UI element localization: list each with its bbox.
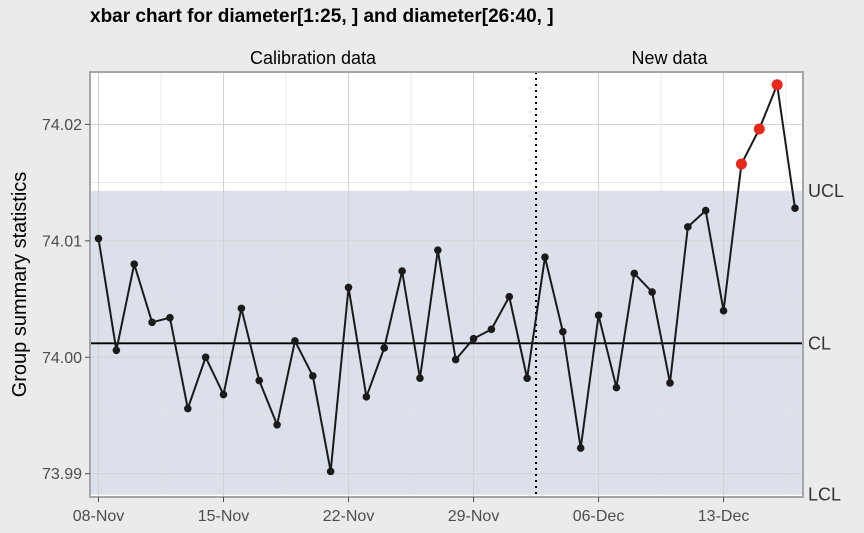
data-point bbox=[362, 393, 371, 401]
data-point bbox=[505, 292, 514, 301]
series-line bbox=[97, 80, 796, 472]
data-point bbox=[201, 353, 210, 362]
data-point bbox=[594, 311, 603, 320]
data-point bbox=[487, 325, 496, 334]
data-point bbox=[94, 234, 103, 243]
data-point bbox=[523, 374, 531, 383]
data-point bbox=[309, 372, 317, 380]
data-point bbox=[219, 390, 228, 399]
data-point bbox=[237, 304, 246, 313]
data-point bbox=[469, 334, 478, 343]
data-point bbox=[183, 404, 192, 413]
data-point bbox=[112, 346, 121, 355]
violation-point bbox=[771, 79, 783, 91]
ucl-label: UCL bbox=[808, 181, 844, 201]
data-point bbox=[398, 267, 406, 275]
data-point bbox=[648, 288, 656, 296]
x-tick-label: 08-Nov bbox=[73, 508, 125, 525]
y-axis: 73.99 74.00 74.01 74.02 bbox=[42, 117, 90, 483]
y-tick-label: 74.00 bbox=[42, 350, 82, 367]
x-tick-label: 06-Dec bbox=[573, 508, 625, 525]
segment-label-calibration: Calibration data bbox=[250, 48, 377, 68]
data-point bbox=[451, 355, 460, 364]
data-point bbox=[148, 318, 156, 327]
cl-label: CL bbox=[808, 333, 831, 353]
violation-point bbox=[735, 158, 747, 170]
y-axis-label: Group summary statistics bbox=[9, 172, 31, 398]
data-point bbox=[630, 269, 639, 278]
lcl-label: LCL bbox=[808, 485, 841, 505]
y-tick-label: 74.01 bbox=[42, 233, 82, 250]
data-point bbox=[612, 383, 621, 392]
data-point bbox=[434, 246, 442, 254]
chart-title: xbar chart for diameter[1:25, ] and diam… bbox=[90, 6, 554, 27]
x-tick-label: 15-Nov bbox=[198, 508, 250, 525]
y-tick-label: 74.02 bbox=[42, 117, 82, 134]
segment-label-new: New data bbox=[631, 48, 708, 68]
x-axis: 08-Nov 15-Nov 22-Nov 29-Nov 06-Dec 13-Dec bbox=[73, 497, 750, 525]
data-point bbox=[291, 337, 299, 345]
data-point bbox=[701, 206, 710, 215]
x-tick-label: 13-Dec bbox=[698, 508, 750, 525]
data-point bbox=[666, 379, 674, 387]
data-point bbox=[416, 374, 424, 383]
panel-border bbox=[89, 71, 804, 498]
data-point bbox=[273, 421, 281, 429]
y-tick-label: 73.99 bbox=[42, 466, 82, 483]
data-point bbox=[684, 223, 692, 231]
data-point bbox=[559, 327, 567, 336]
data-point bbox=[719, 306, 728, 315]
data-points bbox=[94, 79, 799, 476]
x-tick-label: 29-Nov bbox=[448, 508, 500, 525]
data-point bbox=[791, 204, 799, 213]
data-point bbox=[576, 444, 585, 452]
data-point bbox=[541, 253, 549, 261]
data-point bbox=[326, 467, 335, 476]
data-point bbox=[344, 283, 353, 292]
data-point bbox=[130, 260, 139, 268]
data-point bbox=[380, 344, 389, 352]
violation-point bbox=[753, 123, 765, 135]
data-point bbox=[166, 313, 174, 322]
data-point bbox=[255, 376, 264, 385]
x-tick-label: 22-Nov bbox=[323, 508, 375, 525]
